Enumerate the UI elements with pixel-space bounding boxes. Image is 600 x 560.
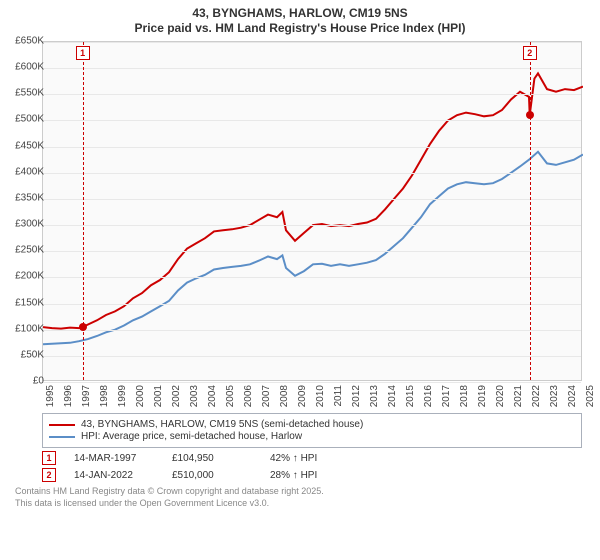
note-price: £510,000 <box>172 470 252 481</box>
x-tick-label: 2010 <box>315 385 326 407</box>
y-tick-label: £650K <box>4 36 44 47</box>
x-tick-label: 2000 <box>135 385 146 407</box>
x-tick-label: 2007 <box>261 385 272 407</box>
y-tick-label: £400K <box>4 166 44 177</box>
x-tick-label: 2005 <box>225 385 236 407</box>
gridline <box>43 42 581 43</box>
legend-swatch <box>49 436 75 438</box>
note-date: 14-MAR-1997 <box>74 453 154 464</box>
x-tick-label: 2012 <box>351 385 362 407</box>
legend-label: 43, BYNGHAMS, HARLOW, CM19 5NS (semi-det… <box>81 419 363 430</box>
marker-vline <box>530 42 531 380</box>
price-notes: 1 14-MAR-1997 £104,950 42% ↑ HPI 2 14-JAN-202… <box>42 451 582 482</box>
chart-container: 43, BYNGHAMS, HARLOW, CM19 5NS Price pai… <box>0 0 600 560</box>
footer-line-2: This data is licensed under the Open Gov… <box>15 498 592 510</box>
x-tick-label: 1998 <box>99 385 110 407</box>
legend-box: 43, BYNGHAMS, HARLOW, CM19 5NS (semi-det… <box>42 413 582 448</box>
gridline <box>43 277 581 278</box>
series-line <box>43 73 583 328</box>
y-tick-label: £150K <box>4 297 44 308</box>
gridline <box>43 225 581 226</box>
x-tick-label: 2017 <box>441 385 452 407</box>
chart-area: 12 1995199619971998199920002001200220032… <box>42 41 592 409</box>
note-hpi: 42% ↑ HPI <box>270 453 350 464</box>
plot-region: 12 <box>42 41 582 381</box>
note-row: 1 14-MAR-1997 £104,950 42% ↑ HPI <box>42 451 582 465</box>
y-tick-label: £250K <box>4 245 44 256</box>
gridline <box>43 356 581 357</box>
marker-box: 2 <box>523 46 537 60</box>
y-tick-label: £50K <box>4 349 44 360</box>
note-row: 2 14-JAN-2022 £510,000 28% ↑ HPI <box>42 468 582 482</box>
y-tick-label: £500K <box>4 114 44 125</box>
gridline <box>43 199 581 200</box>
x-tick-label: 2018 <box>459 385 470 407</box>
x-tick-label: 2001 <box>153 385 164 407</box>
x-tick-label: 1995 <box>45 385 56 407</box>
x-tick-label: 2015 <box>405 385 416 407</box>
chart-title: 43, BYNGHAMS, HARLOW, CM19 5NS <box>0 6 600 20</box>
x-tick-label: 2023 <box>549 385 560 407</box>
x-tick-label: 2022 <box>531 385 542 407</box>
chart-subtitle: Price paid vs. HM Land Registry's House … <box>0 21 600 35</box>
x-tick-label: 2016 <box>423 385 434 407</box>
x-tick-label: 2014 <box>387 385 398 407</box>
x-tick-label: 2002 <box>171 385 182 407</box>
footer-attribution: Contains HM Land Registry data © Crown c… <box>15 486 592 509</box>
x-axis-labels: 1995 1996 1997 1998 1999 2000 2001 2002 2003 2004… <box>42 383 582 409</box>
y-tick-label: £450K <box>4 140 44 151</box>
note-price: £104,950 <box>172 453 252 464</box>
y-tick-label: £350K <box>4 192 44 203</box>
marker-dot <box>526 111 534 119</box>
gridline <box>43 173 581 174</box>
x-tick-label: 2021 <box>513 385 524 407</box>
legend-swatch <box>49 424 75 426</box>
marker-dot <box>79 323 87 331</box>
note-hpi: 28% ↑ HPI <box>270 470 350 481</box>
gridline <box>43 304 581 305</box>
x-tick-label: 2009 <box>297 385 308 407</box>
y-tick-label: £100K <box>4 323 44 334</box>
note-date: 14-JAN-2022 <box>74 470 154 481</box>
gridline <box>43 147 581 148</box>
note-marker: 2 <box>42 468 56 482</box>
series-svg <box>43 42 583 382</box>
series-line <box>43 152 583 344</box>
x-tick-label: 2024 <box>567 385 578 407</box>
gridline <box>43 330 581 331</box>
y-tick-label: £550K <box>4 88 44 99</box>
y-tick-label: £0 <box>4 376 44 387</box>
legend-row: 43, BYNGHAMS, HARLOW, CM19 5NS (semi-det… <box>49 419 575 430</box>
x-tick-label: 2011 <box>333 385 344 407</box>
gridline <box>43 251 581 252</box>
x-tick-label: 1997 <box>81 385 92 407</box>
legend-label: HPI: Average price, semi-detached house,… <box>81 431 302 442</box>
x-tick-label: 2004 <box>207 385 218 407</box>
x-tick-label: 2019 <box>477 385 488 407</box>
legend-row: HPI: Average price, semi-detached house,… <box>49 431 575 442</box>
y-tick-label: £200K <box>4 271 44 282</box>
footer-line-1: Contains HM Land Registry data © Crown c… <box>15 486 592 498</box>
gridline <box>43 68 581 69</box>
x-tick-label: 2013 <box>369 385 380 407</box>
x-tick-label: 2020 <box>495 385 506 407</box>
x-tick-label: 1996 <box>63 385 74 407</box>
gridline <box>43 94 581 95</box>
x-tick-label: 2025 <box>585 385 596 407</box>
gridline <box>43 120 581 121</box>
y-tick-label: £600K <box>4 62 44 73</box>
note-marker: 1 <box>42 451 56 465</box>
x-tick-label: 1999 <box>117 385 128 407</box>
x-tick-label: 2006 <box>243 385 254 407</box>
y-tick-label: £300K <box>4 219 44 230</box>
chart-header: 43, BYNGHAMS, HARLOW, CM19 5NS Price pai… <box>0 0 600 37</box>
x-tick-label: 2008 <box>279 385 290 407</box>
marker-box: 1 <box>76 46 90 60</box>
x-tick-label: 2003 <box>189 385 200 407</box>
